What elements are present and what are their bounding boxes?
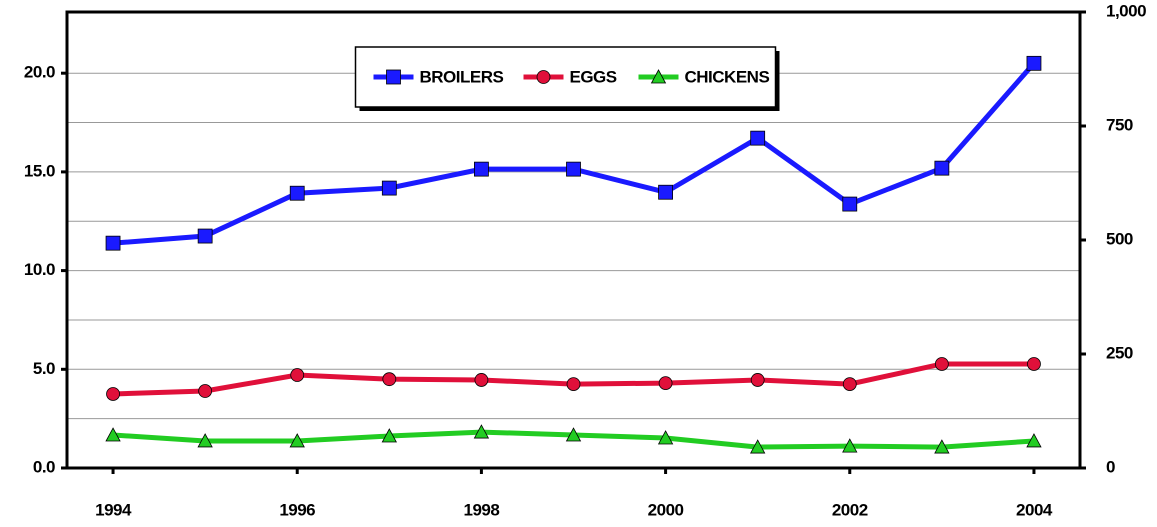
marker <box>382 372 397 387</box>
y2-tick-label: 1,000 <box>1106 1 1146 20</box>
legend-label: CHICKENS <box>685 67 770 86</box>
legend-label: BROILERS <box>420 67 504 86</box>
marker <box>750 130 766 146</box>
marker <box>381 180 397 196</box>
marker <box>842 438 858 453</box>
legend <box>354 46 777 108</box>
legend-marker <box>650 69 667 84</box>
marker <box>474 373 489 387</box>
y-tick-label: 15.0 <box>24 161 55 180</box>
x-tick-label: 2000 <box>648 500 684 519</box>
y-tick-label: 0.0 <box>33 457 55 476</box>
marker <box>473 424 490 439</box>
marker <box>289 185 305 201</box>
marker <box>842 196 858 212</box>
marker <box>1026 55 1042 71</box>
marker <box>197 433 213 448</box>
plot-frame <box>65 10 1082 470</box>
marker <box>198 384 213 398</box>
marker <box>105 235 121 251</box>
marker <box>106 387 120 401</box>
marker <box>565 427 582 442</box>
marker <box>934 160 950 176</box>
y2-tick-label: 250 <box>1106 343 1133 362</box>
legend-marker <box>536 70 551 84</box>
marker <box>290 368 305 382</box>
marker <box>934 439 950 454</box>
y-tick-label: 5.0 <box>33 359 55 378</box>
y2-tick-label: 0 <box>1106 457 1115 476</box>
marker <box>566 377 581 392</box>
legend-label: EGGS <box>570 67 617 86</box>
marker <box>105 427 121 442</box>
x-tick-label: 1998 <box>463 500 499 519</box>
marker <box>197 228 213 244</box>
marker <box>658 184 673 200</box>
legend-marker <box>386 69 401 85</box>
marker <box>566 161 581 177</box>
x-tick-label: 2004 <box>1016 500 1053 519</box>
x-tick-label: 2002 <box>832 500 868 519</box>
marker <box>934 357 949 371</box>
marker <box>750 439 766 454</box>
y-tick-label: 10.0 <box>24 260 55 279</box>
marker <box>289 433 305 448</box>
marker <box>657 430 674 445</box>
marker <box>1026 433 1042 448</box>
y2-tick-label: 750 <box>1106 115 1133 134</box>
y-tick-label: 20.0 <box>24 63 55 82</box>
marker <box>842 377 857 392</box>
y2-tick-label: 500 <box>1106 229 1133 248</box>
marker <box>474 161 489 177</box>
marker <box>658 376 673 391</box>
x-tick-label: 1994 <box>95 500 132 519</box>
marker <box>1027 357 1041 371</box>
marker <box>381 428 397 443</box>
x-tick-label: 1996 <box>279 500 315 519</box>
marker <box>750 373 765 387</box>
